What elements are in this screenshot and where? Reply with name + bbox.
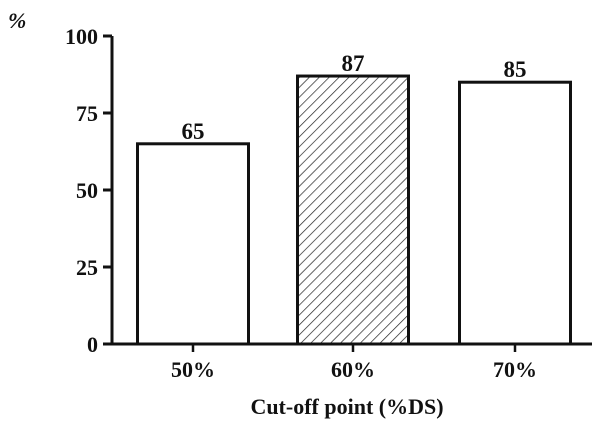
bar-value-label: 87 (342, 51, 365, 76)
bar-60pct (296, 74, 410, 346)
y-axis-unit-label: % (8, 8, 26, 33)
x-tick-label: 60% (331, 357, 375, 382)
y-tick-label: 25 (76, 255, 98, 280)
y-tick-label: 50 (76, 178, 98, 203)
bar-value-label: 85 (504, 57, 527, 82)
y-tick-label: 0 (87, 332, 98, 357)
x-axis-title: Cut-off point (%DS) (250, 394, 443, 419)
x-axis: 50% 60% 70% (110, 342, 592, 382)
y-axis: 0 25 50 75 100 (65, 24, 114, 357)
y-tick-label: 100 (65, 24, 98, 49)
x-tick-label: 50% (171, 357, 215, 382)
bars-group: 65 87 85 (136, 51, 572, 346)
y-tick-label: 75 (76, 101, 98, 126)
x-tick-label: 70% (493, 357, 537, 382)
bar-70pct (458, 80, 572, 346)
bar-value-label: 65 (182, 119, 205, 144)
bar-50pct (136, 142, 250, 346)
